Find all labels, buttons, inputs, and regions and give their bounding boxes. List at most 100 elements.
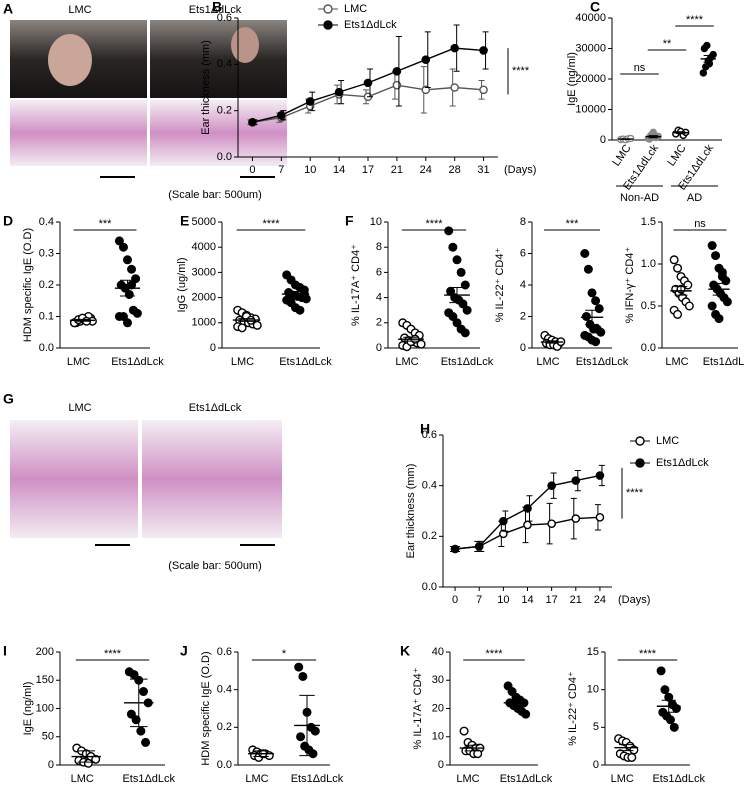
x-tick-label: 0	[452, 594, 458, 606]
y-tick-label: 0	[376, 342, 382, 354]
data-point	[456, 267, 466, 277]
x-tick-label: LMC	[665, 142, 688, 168]
data-point	[656, 666, 666, 676]
data-point	[126, 709, 136, 719]
x-tick-label: Ets1ΔdLck	[291, 773, 344, 785]
y-tick-label: 0	[593, 759, 599, 771]
x-tick-label: Ets1ΔdLck	[111, 356, 164, 368]
panel-letter: A	[3, 1, 13, 17]
y-axis-label: % IL-17A⁺ CD4⁺	[350, 244, 362, 326]
y-tick-label: 0.3	[39, 247, 54, 259]
image-label: Ets1ΔdLck	[189, 402, 242, 414]
data-point	[310, 726, 320, 736]
data-point	[580, 248, 590, 258]
data-point	[136, 726, 146, 736]
y-tick-label: 0.6	[217, 646, 232, 658]
y-tick-label: 0.0	[39, 342, 54, 354]
y-tick-label: 4	[520, 279, 526, 291]
data-point	[295, 305, 305, 315]
data-point	[721, 276, 731, 286]
legend-label: Ets1ΔdLck	[656, 457, 709, 469]
panel-letter: B	[212, 0, 222, 15]
data-point	[248, 117, 257, 127]
x-tick-label: 28	[449, 164, 461, 176]
data-point	[709, 50, 717, 59]
image-label: LMC	[68, 402, 91, 414]
error-bar	[449, 287, 465, 304]
data-point	[714, 314, 724, 324]
data-point	[684, 301, 694, 311]
y-tick-label: 0	[600, 134, 606, 146]
x-tick-label: LMC	[67, 356, 90, 368]
data-point	[138, 687, 148, 697]
data-point	[323, 4, 333, 14]
y-tick-label: 20000	[575, 73, 606, 85]
data-point	[421, 85, 431, 95]
error-bar	[129, 678, 148, 728]
error-bar	[119, 279, 136, 297]
data-point	[595, 513, 605, 522]
data-point	[596, 327, 606, 337]
y-tick-label: 50	[42, 731, 54, 743]
data-point	[296, 732, 306, 742]
significance-label: **	[663, 38, 672, 50]
significance-label: ***	[566, 218, 580, 230]
group-label: AD	[687, 192, 702, 204]
y-tick-label: 30000	[575, 42, 606, 54]
error-bar	[703, 55, 713, 63]
histology	[10, 100, 147, 166]
y-tick-label: 30	[432, 674, 444, 686]
error-bar	[676, 131, 686, 135]
significance-label: ****	[686, 14, 704, 26]
data-point	[523, 520, 532, 530]
data-point	[547, 519, 556, 528]
data-point	[91, 754, 101, 764]
data-point	[669, 722, 679, 732]
error-bar	[712, 282, 726, 296]
data-point	[452, 318, 462, 328]
significance-label: ****	[626, 487, 644, 499]
x-tick-label: 17	[362, 164, 374, 176]
x-tick-label: 21	[570, 594, 582, 606]
y-axis-label: Ear thickness (mm)	[200, 40, 212, 135]
photo	[150, 20, 287, 98]
image-label: LMC	[68, 4, 91, 16]
y-tick-label: 0.4	[39, 216, 54, 228]
data-point	[581, 312, 591, 322]
y-tick-label: 0.6	[217, 12, 232, 24]
data-point	[83, 758, 93, 768]
error-bar	[585, 309, 599, 325]
y-tick-label: 0.1	[39, 310, 54, 322]
data-point	[129, 670, 139, 680]
data-point	[459, 726, 469, 736]
panel-letter: G	[3, 391, 14, 407]
y-tick-label: 0	[210, 342, 216, 354]
data-point	[699, 69, 707, 77]
data-point	[127, 264, 137, 274]
data-point	[132, 308, 142, 318]
y-tick-label: 200	[36, 646, 54, 658]
significance-label: *	[282, 648, 287, 660]
x-axis-label: (Days)	[618, 594, 650, 606]
error-bar	[287, 291, 304, 298]
data-point	[421, 55, 431, 65]
data-point	[673, 263, 683, 273]
x-tick-label: Ets1ΔdLck	[441, 356, 494, 368]
data-point	[448, 312, 458, 322]
x-tick-label: 17	[546, 594, 558, 606]
data-point	[703, 41, 711, 50]
y-tick-label: 5	[593, 721, 599, 733]
x-tick-label: LMC	[665, 356, 688, 368]
data-point	[460, 328, 470, 338]
data-point	[118, 312, 128, 322]
y-axis-label: HDM specific IgE (O.D)	[200, 651, 212, 765]
data-point	[141, 737, 151, 747]
x-tick-label: Ets1ΔdLck	[576, 356, 629, 368]
y-axis-label: IgE (ng/ml)	[22, 682, 34, 736]
y-tick-label: 0.4	[217, 684, 232, 696]
y-axis-label: IgE (ng/ml)	[566, 52, 578, 106]
ear	[231, 27, 259, 63]
data-point	[450, 544, 460, 554]
y-tick-label: 0.4	[422, 480, 437, 492]
significance-label: ns	[694, 218, 706, 230]
